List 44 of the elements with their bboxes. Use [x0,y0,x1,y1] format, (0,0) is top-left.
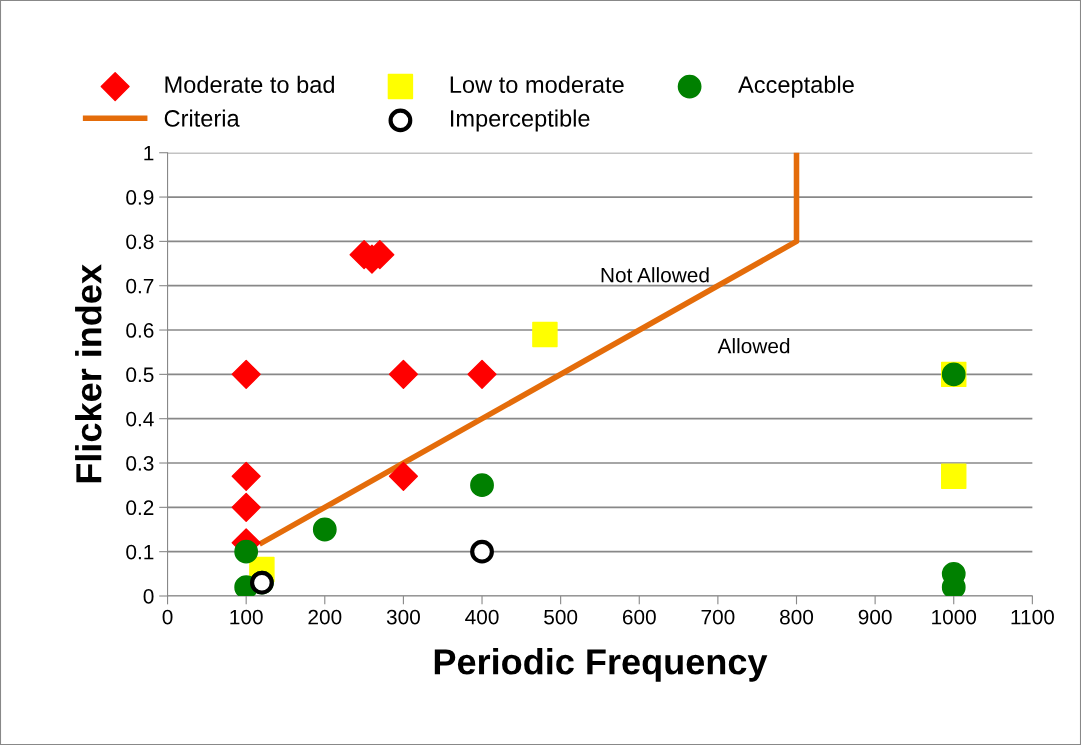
x-tick-label: 800 [780,609,814,625]
point [312,517,337,542]
y-tick-label: 0 [143,589,154,604]
x-tick-label: 1100 [1011,609,1054,625]
annotation: Not Allowed [601,267,709,283]
legend-label: Low to moderate [450,75,624,93]
legend-label: Criteria [164,109,240,127]
point [532,321,558,348]
x-tick-label: 400 [465,609,499,625]
x-tick-label: 0 [162,609,173,625]
point [231,359,261,389]
point [470,473,494,498]
y-tick-label: 0.4 [126,411,154,427]
legend-label: Imperceptible [451,109,590,132]
x-tick-label: 700 [701,609,735,625]
x-tick-label: 300 [386,609,420,625]
y-tick-label: 0.6 [126,323,154,338]
annotation: Allowed [717,338,790,354]
y-tick-label: 0.9 [126,190,154,205]
y-tick-label: 0.1 [126,544,154,560]
legend-label: Moderate to bad [165,75,334,93]
legend-label: Acceptable [738,75,854,98]
point [231,461,261,491]
point [470,539,494,564]
point [941,463,967,490]
x-tick-label: 100 [230,609,263,625]
point [231,492,261,522]
point [234,539,259,564]
x-tick-label: 600 [622,609,656,625]
x-tick-label: 500 [544,609,578,625]
y-tick-label: 0.7 [126,278,154,294]
x-tick-label: 900 [858,609,892,625]
y-tick-label: 0.2 [126,500,154,516]
point [388,461,418,491]
point [388,359,418,389]
y-tick-label: 0.3 [126,456,154,471]
x-tick-label: 1000 [932,609,977,625]
y-tick-label: 0.8 [126,234,154,250]
y-tick-label: 1 [144,145,154,161]
x-axis-title: Periodic Frequency [434,648,768,682]
y-axis-title: Flicker index [75,264,102,483]
x-tick-label: 200 [308,609,342,625]
point [467,359,497,389]
y-tick-label: 0.5 [126,367,154,383]
